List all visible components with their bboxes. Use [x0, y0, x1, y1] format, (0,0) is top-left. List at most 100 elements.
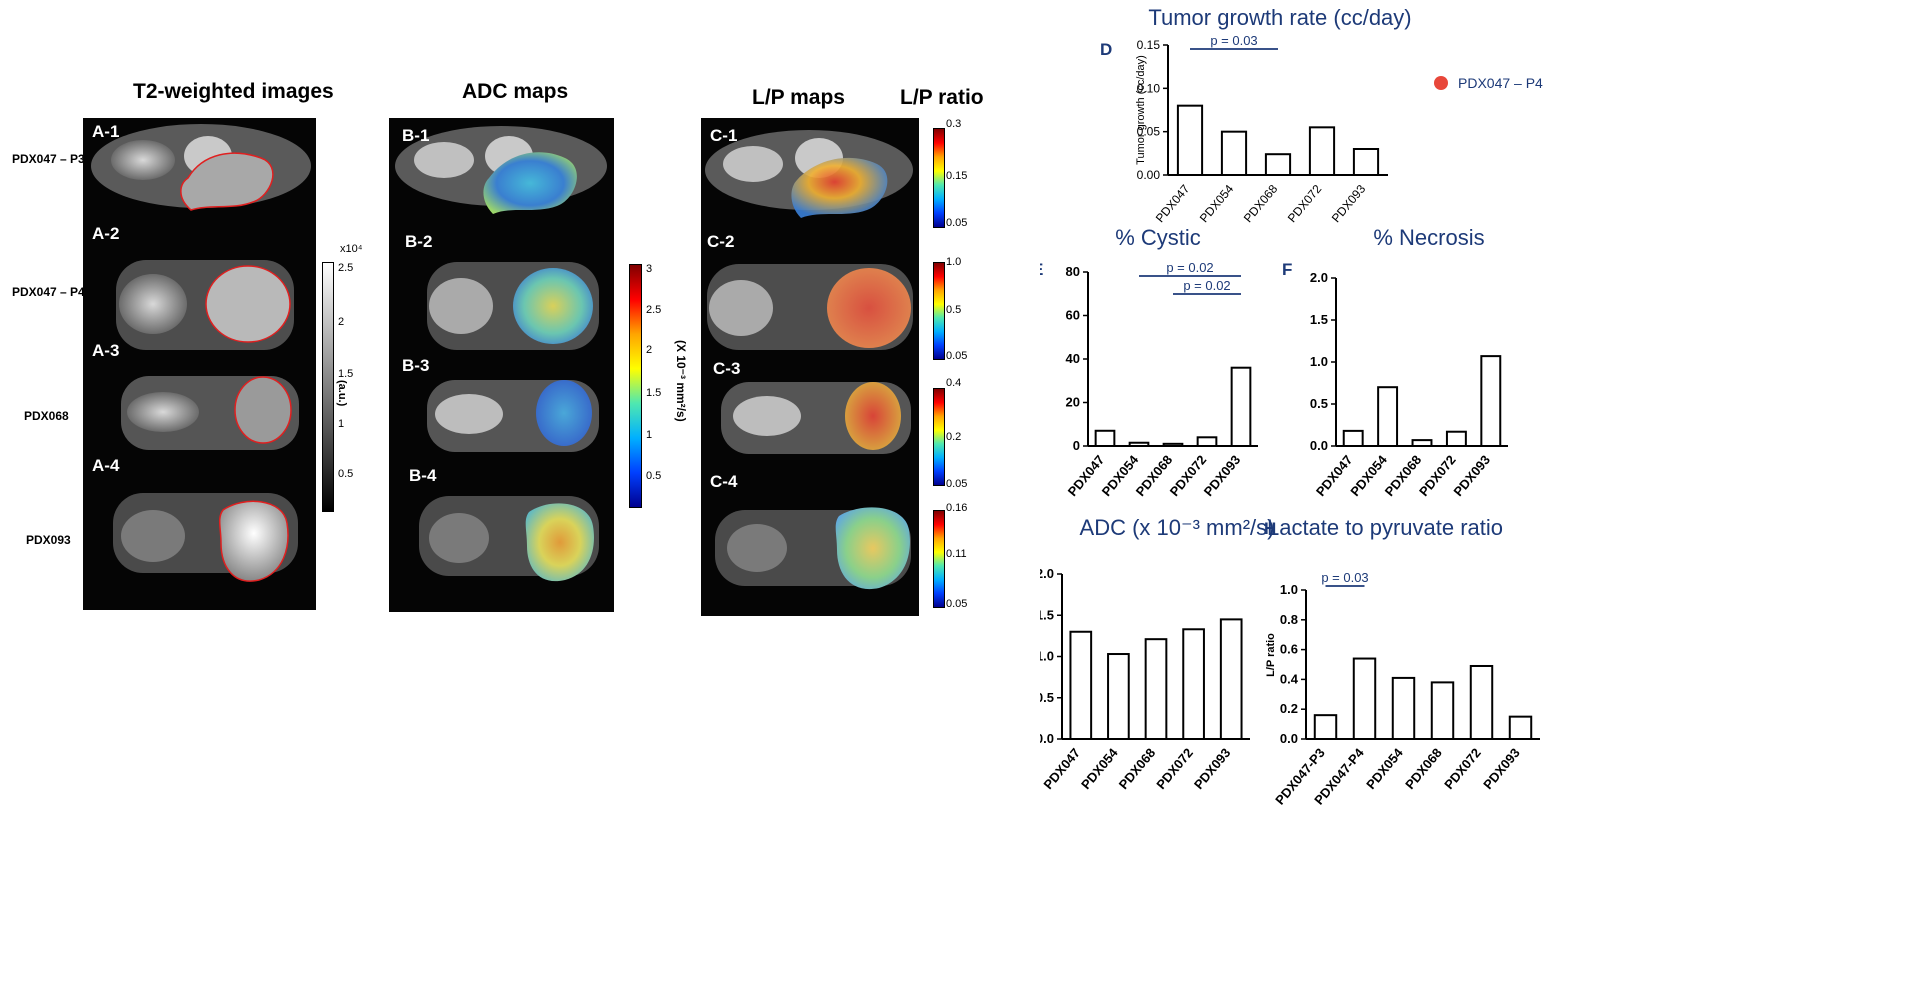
- y-tick-label: 0: [1073, 438, 1080, 453]
- y-tick-label: 1.0: [1280, 582, 1298, 597]
- legend-marker: [1434, 76, 1448, 90]
- image-label: A-3: [92, 341, 120, 360]
- lp-colorbar: [933, 510, 945, 608]
- adc-scale-unit: (X 10⁻³ mm²/s): [674, 340, 688, 422]
- bar: [1342, 429, 1364, 448]
- bar: [1411, 439, 1433, 447]
- x-tick-label: PDX093: [1191, 745, 1234, 792]
- x-tick-label: PDX093: [1201, 452, 1244, 499]
- t2-tick: 0.5: [338, 468, 354, 480]
- lp-scale-mid: 0.11: [946, 548, 967, 560]
- bar: [1391, 676, 1416, 740]
- lp-scale-max: 0.4: [946, 377, 962, 389]
- bar: [1069, 630, 1093, 740]
- adc-tick: 3: [646, 263, 653, 275]
- t2-image-panel: [83, 118, 316, 610]
- t2-tick: 1: [338, 418, 345, 430]
- y-tick-label: 0.05: [1137, 125, 1161, 139]
- lp-scale-min: 0.05: [946, 217, 968, 229]
- lp-scale-mid: 0.2: [946, 431, 962, 443]
- chart-D-ylabel: Tumor growth (cc/day): [1135, 55, 1147, 165]
- chart-H-ylabel: L/P ratio: [1265, 633, 1277, 677]
- significance-label: p = 0.03: [1321, 570, 1368, 585]
- x-tick-label: PDX047: [1153, 182, 1193, 225]
- y-tick-label: 0.0: [1280, 731, 1298, 746]
- row-label: PDX068: [24, 409, 69, 423]
- image-label: C-2: [707, 232, 735, 251]
- x-tick-label: PDX093: [1450, 452, 1493, 499]
- y-tick-label: 0.8: [1280, 612, 1298, 627]
- y-tick-label: 0.5: [1310, 396, 1328, 411]
- y-tick-label: 1.0: [1040, 649, 1054, 664]
- x-tick-label: PDX047: [1040, 745, 1083, 792]
- chart-H: Lactate to pyruvate ratio H L/P ratio 0.…: [1264, 515, 1540, 808]
- bar: [1313, 714, 1338, 740]
- t2-tick: 1.5: [338, 368, 354, 380]
- y-tick-label: 0.6: [1280, 642, 1298, 657]
- significance-label: p = 0.02: [1183, 278, 1230, 293]
- bar: [1107, 653, 1130, 741]
- lp-scale-mid: 0.5: [946, 304, 962, 316]
- chart-E: % Cystic E 020406080PDX047PDX054PDX068PD…: [1040, 225, 1258, 499]
- image-label: A-4: [92, 456, 120, 475]
- y-tick-label: 40: [1066, 351, 1080, 366]
- lp-scale-min: 0.05: [946, 598, 968, 610]
- bar: [1377, 386, 1399, 448]
- x-tick-label: PDX093: [1329, 182, 1369, 225]
- adc-map-image: [395, 126, 607, 582]
- y-tick-label: 1.5: [1040, 607, 1054, 622]
- bar: [1480, 355, 1502, 447]
- x-tick-label: PDX068: [1116, 745, 1159, 792]
- adc-tick: 2.5: [646, 304, 662, 316]
- x-tick-label: PDX068: [1241, 182, 1281, 225]
- x-tick-label: PDX054: [1363, 745, 1406, 792]
- y-tick-label: 0.00: [1137, 168, 1161, 182]
- lp-scale-min: 0.05: [946, 478, 968, 490]
- x-tick-label: PDX072: [1441, 745, 1484, 792]
- bar: [1144, 638, 1168, 740]
- y-tick-label: 0.5: [1040, 690, 1054, 705]
- image-label: B-3: [402, 356, 430, 375]
- adc-tick: 1: [646, 429, 653, 441]
- y-tick-label: 0.0: [1040, 731, 1054, 746]
- chart-D-letter: D: [1100, 40, 1112, 59]
- charts-area: Tumor growth rate (cc/day) D Tumor growt…: [1040, 5, 1543, 808]
- chart-F-letter: F: [1282, 260, 1292, 279]
- x-tick-label: PDX054: [1197, 182, 1237, 225]
- chart-E-title: % Cystic: [1115, 225, 1201, 250]
- bar: [1176, 104, 1204, 176]
- image-label: C-4: [710, 472, 738, 491]
- chart-D-title: Tumor growth rate (cc/day): [1148, 5, 1411, 30]
- row-label: PDX047 – P4: [12, 285, 85, 299]
- chart-H-title: Lactate to pyruvate ratio: [1267, 515, 1503, 540]
- image-label: B-1: [402, 126, 430, 145]
- y-tick-label: 0.10: [1137, 81, 1161, 95]
- bar: [1162, 442, 1184, 448]
- lp-scale-mid: 0.15: [946, 170, 968, 182]
- lp-ratio-column-title: L/P ratio: [900, 86, 984, 109]
- adc-image-panel: [389, 118, 614, 612]
- chart-F: % Necrosis F 0.00.51.01.52.0PDX047PDX054…: [1282, 225, 1508, 499]
- y-tick-label: 0.0: [1310, 438, 1328, 453]
- x-tick-label: PDX072: [1285, 182, 1325, 225]
- t2-colorbar: [322, 262, 334, 512]
- adc-colorbar: [629, 264, 642, 508]
- image-label: B-4: [409, 466, 437, 485]
- y-tick-label: 80: [1066, 264, 1080, 279]
- image-label: C-3: [713, 359, 741, 378]
- bar: [1230, 366, 1252, 448]
- chart-G-title: ADC (x 10⁻³ mm²/s): [1080, 515, 1275, 540]
- chart-D: Tumor growth rate (cc/day) D Tumor growt…: [1100, 5, 1412, 225]
- row-label: PDX047 – P3: [12, 152, 85, 166]
- t2-scale-exponent: x10⁴: [340, 243, 363, 255]
- t2-scale-unit: (a.u.): [336, 380, 348, 407]
- y-tick-label: 20: [1066, 395, 1080, 410]
- lp-scale-max: 0.16: [946, 502, 968, 514]
- bar: [1219, 618, 1243, 740]
- bar: [1352, 148, 1380, 176]
- y-tick-label: 2.0: [1040, 566, 1054, 581]
- bar: [1469, 664, 1494, 740]
- t2-tick: 2: [338, 316, 345, 328]
- chart-H-letter: H: [1264, 519, 1276, 538]
- x-tick-label: PDX093: [1480, 745, 1523, 792]
